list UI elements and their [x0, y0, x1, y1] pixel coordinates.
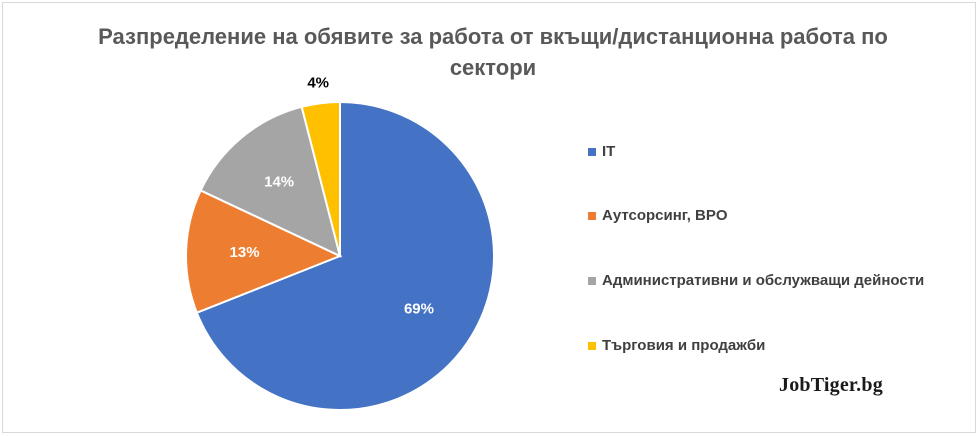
legend-swatch-outsourcing: [588, 211, 596, 220]
legend-item-outsourcing: Аутсорсинг, BPO: [588, 207, 728, 224]
jobtiger-logo: JobTiger.bg: [779, 374, 883, 396]
pie-slice-administrative: [199, 105, 342, 258]
legend-item-administrative: Административни и обслужващи дейности: [588, 272, 924, 289]
pie-slice-outsourcing: [185, 189, 343, 314]
pie-label-administrative: 14%: [264, 173, 294, 190]
legend-label-outsourcing: Аутсорсинг, BPO: [602, 207, 728, 224]
legend-label-trade: Търговия и продажби: [602, 337, 766, 354]
pie-label-it: 69%: [404, 301, 434, 318]
pie-chart: 69% 13% 14% 4%: [185, 74, 495, 411]
pie-slice-trade: [300, 100, 341, 257]
legend-item-it: IT: [588, 143, 615, 160]
legend-label-it: IT: [602, 143, 616, 160]
legend-swatch-it: [588, 147, 596, 156]
legend-label-administrative: Административни и обслужващи дейности: [602, 272, 925, 289]
legend-swatch-administrative: [588, 276, 596, 285]
legend-swatch-trade: [588, 341, 596, 350]
chart-title: Разпределение на обявите за работа от вк…: [98, 24, 888, 80]
pie-slice-it: [195, 100, 495, 411]
pie-labels: 69% 13% 14% 4%: [230, 74, 434, 317]
pie-slices: [185, 100, 495, 411]
pie-label-trade: 4%: [307, 74, 329, 91]
pie-label-outsourcing: 13%: [230, 244, 260, 261]
legend-item-trade: Търговия и продажби: [588, 337, 765, 354]
